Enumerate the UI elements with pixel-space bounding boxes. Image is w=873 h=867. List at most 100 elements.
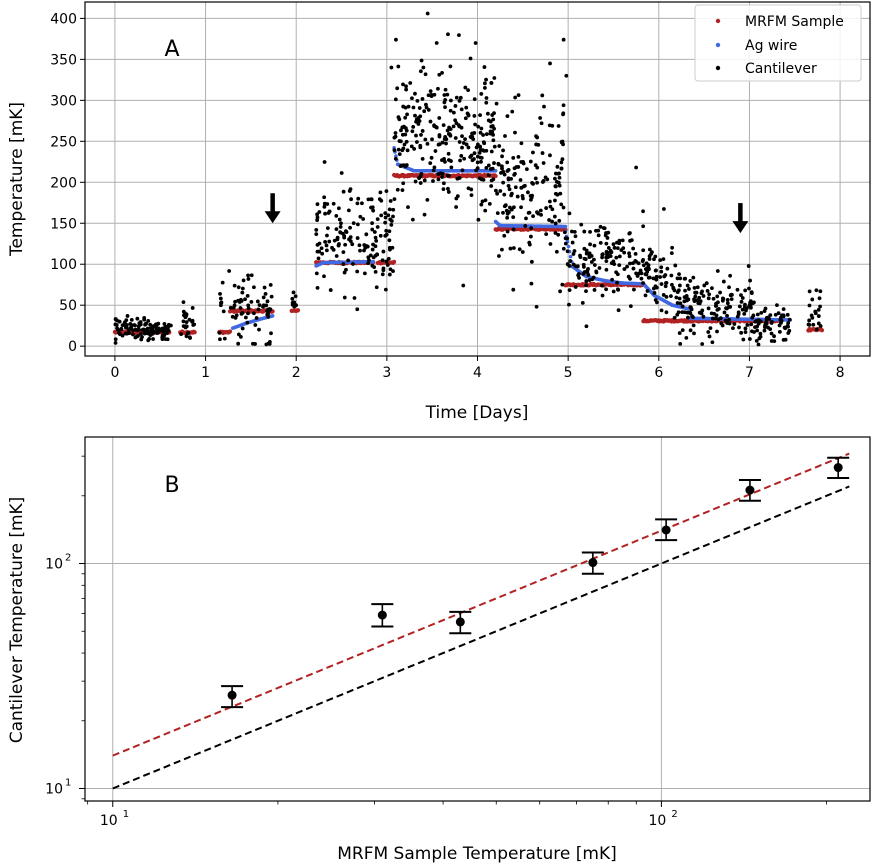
cantilever-point [737,304,742,309]
cantilever-point [731,326,735,331]
cantilever-point [428,161,433,166]
cantilever-point [758,331,763,336]
cantilever-point [494,101,499,106]
cantilever-point [221,309,226,314]
cantilever-point [344,267,348,272]
cantilever-point [755,324,760,329]
cantilever-point [706,296,711,301]
cantilever-point [162,322,167,326]
cantilever-point [236,285,241,290]
panel-a-y-tick-label: 100 [50,257,77,273]
cantilever-point [457,176,462,180]
cantilever-point [489,184,494,188]
cantilever-point [555,192,560,197]
cantilever-point [511,227,516,232]
cantilever-point [425,11,430,16]
cantilever-point [631,246,636,251]
cantilever-point [374,239,379,243]
cantilever-point [502,172,507,177]
panel-b-y-tick-exponent: 2 [65,553,71,564]
cantilever-point [269,294,274,299]
cantilever-point [585,270,590,275]
data-point [661,525,671,535]
cantilever-point [460,134,464,139]
cantilever-point [658,275,663,279]
cantilever-point [684,335,689,340]
cantilever-point [687,287,691,291]
cantilever-point [647,266,651,271]
cantilever-point [417,176,421,181]
data-point [377,610,387,620]
cantilever-point [372,230,377,234]
cantilever-point [257,303,262,308]
cantilever-point [567,288,572,293]
cantilever-point [370,247,375,252]
cantilever-point [388,199,393,203]
cantilever-point [459,154,464,158]
cantilever-point [615,246,620,251]
panel-b-x-tick-label: 10 [100,813,118,829]
cantilever-point [249,273,254,278]
cantilever-point [505,215,510,220]
cantilever-point [524,216,528,221]
chart-panel-a: 0 1 2 3 4 5 6 7 8 0 50 100 150 200 250 300 350 400 A Time… [7,1,871,423]
cantilever-point [429,155,434,160]
cantilever-point [443,105,447,110]
cantilever-point [673,263,678,268]
cantilever-point [384,232,389,237]
cantilever-point [469,153,474,158]
cantilever-point [316,256,321,261]
cantilever-point [534,142,539,147]
cantilever-point [448,108,453,113]
cantilever-point [606,230,611,235]
reference-line-black-dashed [112,485,850,790]
cantilever-point [534,304,539,309]
cantilever-point [641,248,646,253]
cantilever-point [266,315,271,319]
cantilever-point [119,327,124,332]
mrfm-sample-point [295,308,301,313]
cantilever-point [472,157,476,161]
cantilever-point [617,238,622,243]
cantilever-point [555,164,560,169]
cantilever-point [706,330,711,334]
cantilever-point [411,124,416,129]
cantilever-point [410,217,415,222]
cantilever-point [459,125,464,130]
cantilever-point [131,332,135,337]
cantilever-point [367,258,371,263]
cantilever-point [745,323,750,327]
cantilever-point [695,285,700,290]
cantilever-point [384,189,389,194]
cantilever-point [682,299,687,304]
data-point [227,690,237,700]
cantilever-point [472,131,477,135]
cantilever-point [160,335,165,340]
cantilever-point [519,160,524,164]
cantilever-point [405,112,409,117]
cantilever-point [669,251,674,256]
cantilever-point [553,198,557,203]
cantilever-point [397,117,402,122]
cantilever-point [326,211,331,215]
cantilever-point [445,128,450,133]
cantilever-point [391,207,396,212]
cantilever-point [457,33,461,38]
legend-entry-cantilever: Cantilever [745,61,817,77]
cantilever-point [451,124,456,129]
cantilever-point [592,243,597,248]
cantilever-point [746,264,751,268]
cantilever-point [402,142,407,147]
cantilever-point [755,328,760,333]
cantilever-point [540,151,545,155]
cantilever-point [513,95,518,100]
cantilever-point [604,241,609,246]
mrfm-sample-point [192,330,197,335]
cantilever-point [611,289,616,294]
cantilever-point [360,201,364,206]
cantilever-point [245,320,250,325]
panel-b-x-tick-exponent: 2 [671,809,677,820]
cantilever-point [440,71,444,75]
cantilever-point [418,181,423,185]
cantilever-point [291,290,296,295]
